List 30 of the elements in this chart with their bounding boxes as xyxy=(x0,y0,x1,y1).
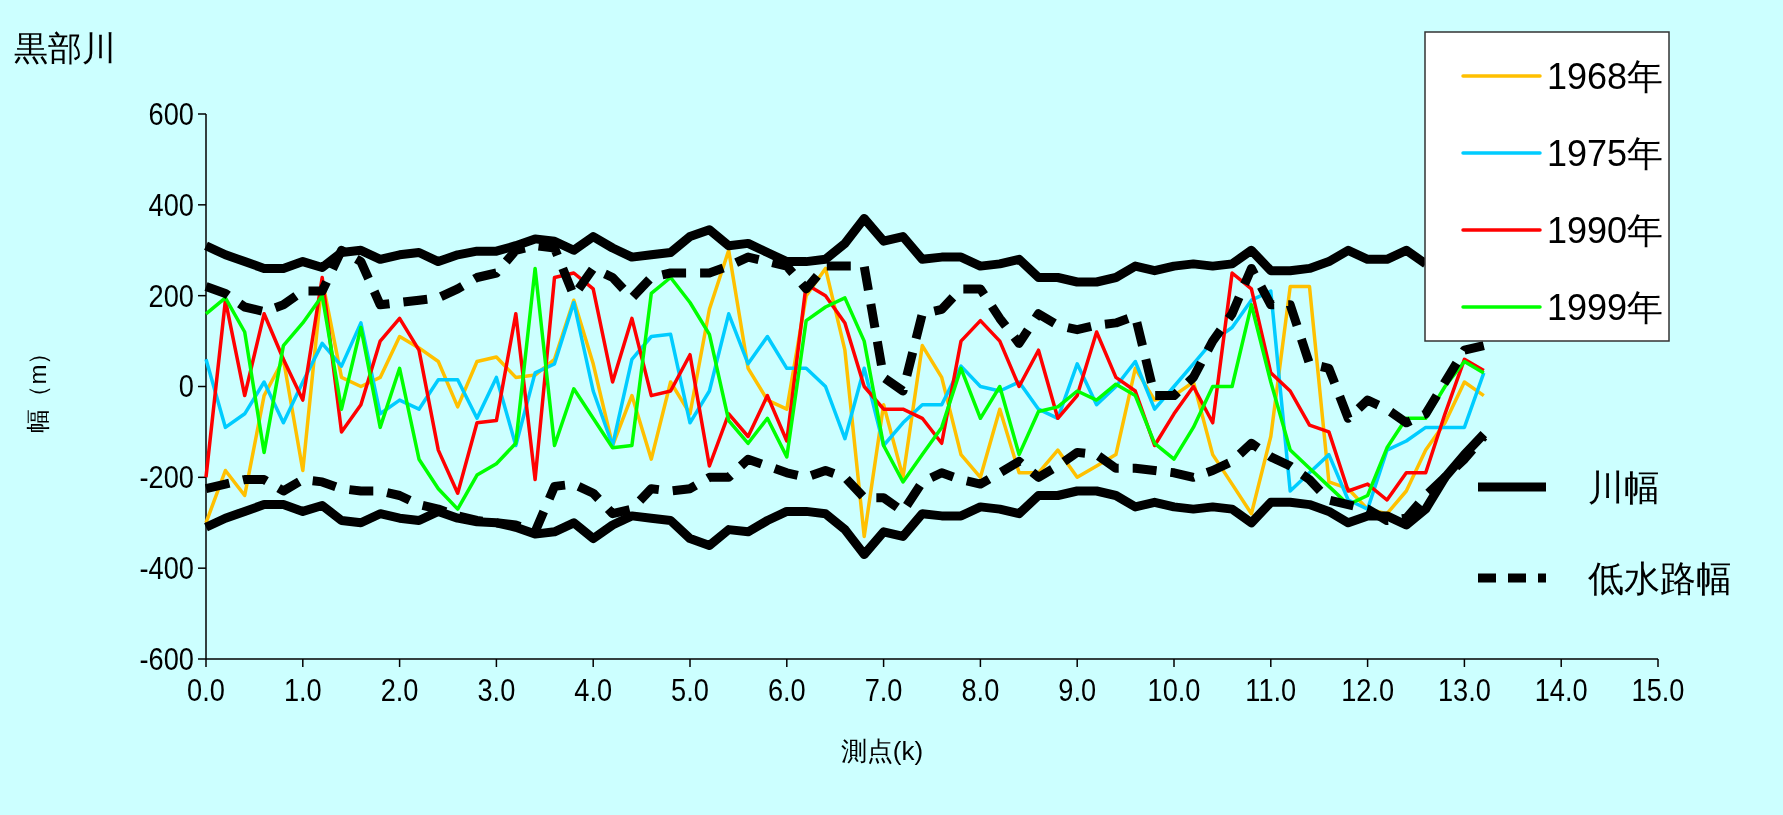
y-tick-label: 0 xyxy=(178,368,194,404)
x-tick-label: 13.0 xyxy=(1437,671,1491,708)
x-tick-label: 15.0 xyxy=(1631,671,1685,708)
x-tick-label: 6.0 xyxy=(767,671,806,708)
x-tick-label: 7.0 xyxy=(864,671,903,708)
y-tick-label: 400 xyxy=(148,186,194,223)
legend-label: 1999年 xyxy=(1547,287,1664,328)
x-tick-label: 10.0 xyxy=(1147,671,1201,708)
legend-label: 低水路幅 xyxy=(1588,558,1732,599)
x-tick-label: 12.0 xyxy=(1341,671,1395,708)
legend-label: 1968年 xyxy=(1547,56,1664,97)
x-axis-title: 測点(k) xyxy=(840,736,924,766)
y-tick-label: -200 xyxy=(139,459,194,495)
y-axis-title: 幅（m） xyxy=(24,340,51,433)
x-tick-label: 2.0 xyxy=(380,671,419,708)
legend-label: 1975年 xyxy=(1547,133,1664,174)
x-tick-label: 8.0 xyxy=(961,671,1000,708)
x-tick-label: 14.0 xyxy=(1534,671,1588,708)
y-tick-label: 200 xyxy=(148,277,194,314)
x-tick-label: 5.0 xyxy=(671,671,709,708)
legend-label: 1990年 xyxy=(1547,210,1664,251)
y-tick-label: -400 xyxy=(139,550,194,586)
x-tick-label: 4.0 xyxy=(574,671,613,708)
legend-label: 川幅 xyxy=(1588,467,1660,508)
x-tick-label: 1.0 xyxy=(283,671,322,708)
x-tick-label: 9.0 xyxy=(1058,671,1097,708)
y-tick-label: 600 xyxy=(148,95,194,132)
x-tick-label: 3.0 xyxy=(477,671,516,708)
x-tick-label: 11.0 xyxy=(1245,671,1297,708)
chart-title: 黒部川 xyxy=(14,29,116,67)
